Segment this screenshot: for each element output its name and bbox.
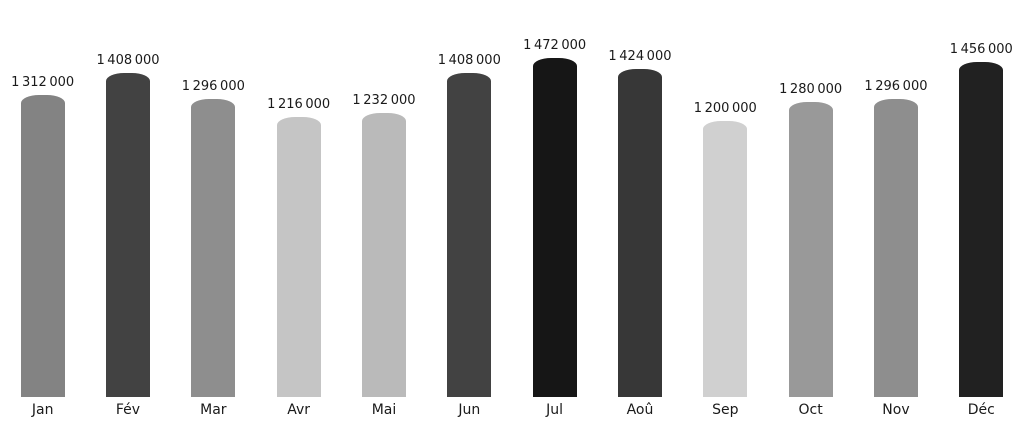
bar	[703, 121, 748, 397]
bar	[532, 58, 577, 397]
x-tick-label: Déc	[967, 402, 995, 418]
bar-value-label: 1 472 000	[523, 38, 587, 53]
bar-value-label: 1 296 000	[181, 79, 245, 94]
x-tick-label: Nov	[882, 402, 910, 418]
bar-value-label: 1 200 000	[693, 101, 757, 116]
bar-column: 1 408 000 Jun	[427, 0, 512, 423]
x-tick-label: Jan	[31, 402, 54, 418]
bar	[959, 62, 1004, 397]
bar-column: 1 296 000 Mar	[171, 0, 256, 423]
x-tick-label: Oct	[798, 402, 823, 418]
bar-column: 1 408 000 Fév	[85, 0, 170, 423]
bar-column: 1 296 000 Nov	[853, 0, 938, 423]
bar-column: 1 456 000 Déc	[939, 0, 1024, 423]
bar-value-label: 1 408 000	[437, 53, 501, 68]
bar-column: 1 232 000 Mai	[341, 0, 426, 423]
bar	[873, 99, 918, 397]
x-tick-label: Jun	[458, 402, 481, 418]
x-tick-label: Aoû	[626, 402, 654, 418]
bar-value-label: 1 408 000	[96, 53, 160, 68]
x-tick-label: Mar	[200, 402, 227, 418]
x-tick-label: Fév	[115, 402, 141, 418]
bar-column: 1 472 000 Jul	[512, 0, 597, 423]
bar-value-label: 1 296 000	[864, 79, 928, 94]
bar	[361, 113, 406, 397]
bar-column: 1 200 000 Sep	[683, 0, 768, 423]
x-tick-label: Avr	[287, 402, 311, 418]
bar-value-label: 1 280 000	[779, 82, 843, 97]
bar	[617, 69, 662, 397]
x-tick-label: Mai	[371, 402, 397, 418]
bar	[20, 95, 65, 397]
x-tick-label: Jul	[546, 402, 564, 418]
bar-column: 1 216 000 Avr	[256, 0, 341, 423]
bar-column: 1 424 000 Aoû	[597, 0, 682, 423]
bar	[105, 73, 150, 397]
bar-value-label: 1 424 000	[608, 49, 672, 64]
bar-value-label: 1 456 000	[949, 42, 1013, 57]
bar-value-label: 1 216 000	[267, 97, 331, 112]
bar-value-label: 1 312 000	[11, 75, 75, 90]
bar-column: 1 312 000 Jan	[0, 0, 85, 423]
bar	[191, 99, 236, 397]
bar	[447, 73, 492, 397]
bar-value-label: 1 232 000	[352, 93, 416, 108]
bar	[276, 117, 321, 397]
bar-column: 1 280 000 Oct	[768, 0, 853, 423]
bar	[788, 102, 833, 397]
x-tick-label: Sep	[712, 402, 739, 418]
